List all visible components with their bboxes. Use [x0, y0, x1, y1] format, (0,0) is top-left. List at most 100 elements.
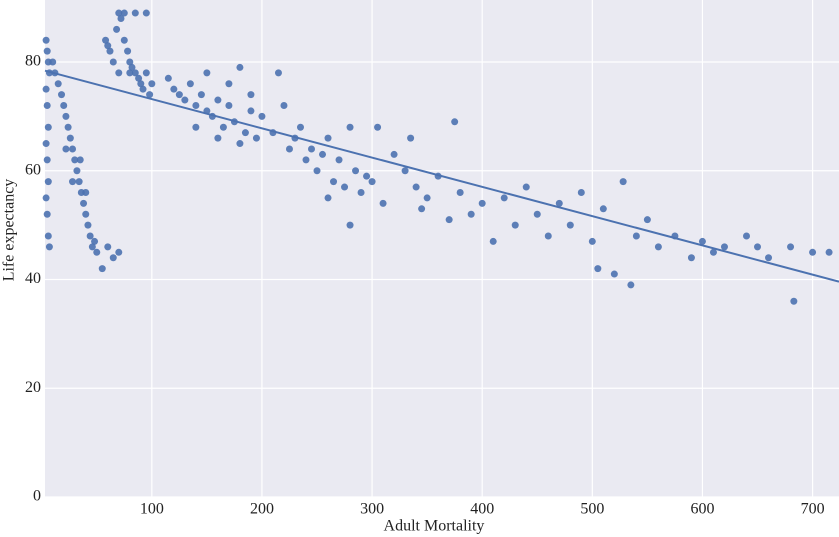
y-axis-label: Life expectancy — [1, 179, 18, 282]
point — [577, 188, 585, 196]
point — [280, 101, 288, 109]
point — [192, 123, 200, 131]
y-tick-label: 80 — [25, 53, 41, 70]
point — [555, 199, 563, 207]
point — [43, 210, 51, 218]
point — [126, 69, 134, 77]
point — [42, 194, 50, 202]
point — [131, 69, 139, 77]
point — [64, 123, 72, 131]
point — [142, 9, 150, 17]
point — [313, 167, 321, 175]
point — [197, 91, 205, 99]
point — [489, 237, 497, 245]
point — [115, 69, 123, 77]
point — [445, 216, 453, 224]
point — [709, 248, 717, 256]
point — [566, 221, 574, 229]
point — [809, 248, 817, 256]
point — [175, 91, 183, 99]
x-tick-label: 500 — [580, 501, 604, 518]
point — [594, 265, 602, 273]
point — [86, 232, 94, 240]
point — [88, 243, 96, 251]
point — [109, 254, 117, 262]
point — [610, 270, 618, 278]
point — [241, 129, 249, 137]
point — [69, 145, 77, 153]
point — [258, 112, 266, 120]
point — [346, 221, 354, 229]
point — [203, 69, 211, 77]
point — [146, 91, 154, 99]
point — [104, 243, 112, 251]
point — [374, 123, 382, 131]
point — [131, 9, 139, 17]
point — [62, 112, 70, 120]
point — [247, 91, 255, 99]
regression-line — [44, 69, 839, 283]
points — [42, 9, 839, 305]
point — [93, 248, 101, 256]
point — [69, 178, 77, 186]
x-tick-label: 300 — [360, 501, 384, 518]
point — [84, 221, 92, 229]
point — [654, 243, 662, 251]
point — [742, 232, 750, 240]
point — [787, 243, 795, 251]
point — [104, 42, 112, 50]
point — [352, 167, 360, 175]
point — [219, 123, 227, 131]
y-tick-label: 60 — [25, 161, 41, 178]
point — [135, 74, 143, 82]
y-tick-label: 0 — [33, 488, 41, 505]
point — [43, 156, 51, 164]
point — [91, 237, 99, 245]
point — [113, 25, 121, 33]
point — [43, 47, 51, 55]
point — [368, 178, 376, 186]
point — [42, 85, 50, 93]
point — [128, 63, 136, 71]
point — [790, 297, 798, 305]
x-axis-label: Adult Mortality — [384, 518, 485, 535]
point — [451, 118, 459, 126]
point — [42, 36, 50, 44]
point — [456, 188, 464, 196]
point — [285, 145, 293, 153]
grid — [45, 0, 839, 498]
point — [599, 205, 607, 213]
point — [423, 194, 431, 202]
point — [49, 58, 57, 66]
point — [363, 172, 371, 180]
point — [225, 101, 233, 109]
point — [58, 91, 66, 99]
point — [102, 36, 110, 44]
point — [825, 248, 833, 256]
point — [418, 205, 426, 213]
point — [117, 14, 125, 22]
point — [335, 156, 343, 164]
point — [80, 199, 88, 207]
point — [71, 156, 79, 164]
point — [82, 188, 90, 196]
point — [698, 237, 706, 245]
point — [341, 183, 349, 191]
x-tick-label: 200 — [250, 501, 274, 518]
point — [66, 134, 74, 142]
point — [45, 243, 53, 251]
point — [236, 140, 244, 148]
point — [619, 178, 627, 186]
point — [390, 150, 398, 158]
point — [511, 221, 519, 229]
point — [120, 9, 128, 17]
x-tick-label: 100 — [140, 501, 164, 518]
point — [75, 178, 83, 186]
point — [643, 216, 651, 224]
point — [44, 178, 52, 186]
point — [43, 101, 51, 109]
point — [54, 80, 62, 88]
point — [115, 248, 123, 256]
y-tick-label: 40 — [25, 270, 41, 287]
